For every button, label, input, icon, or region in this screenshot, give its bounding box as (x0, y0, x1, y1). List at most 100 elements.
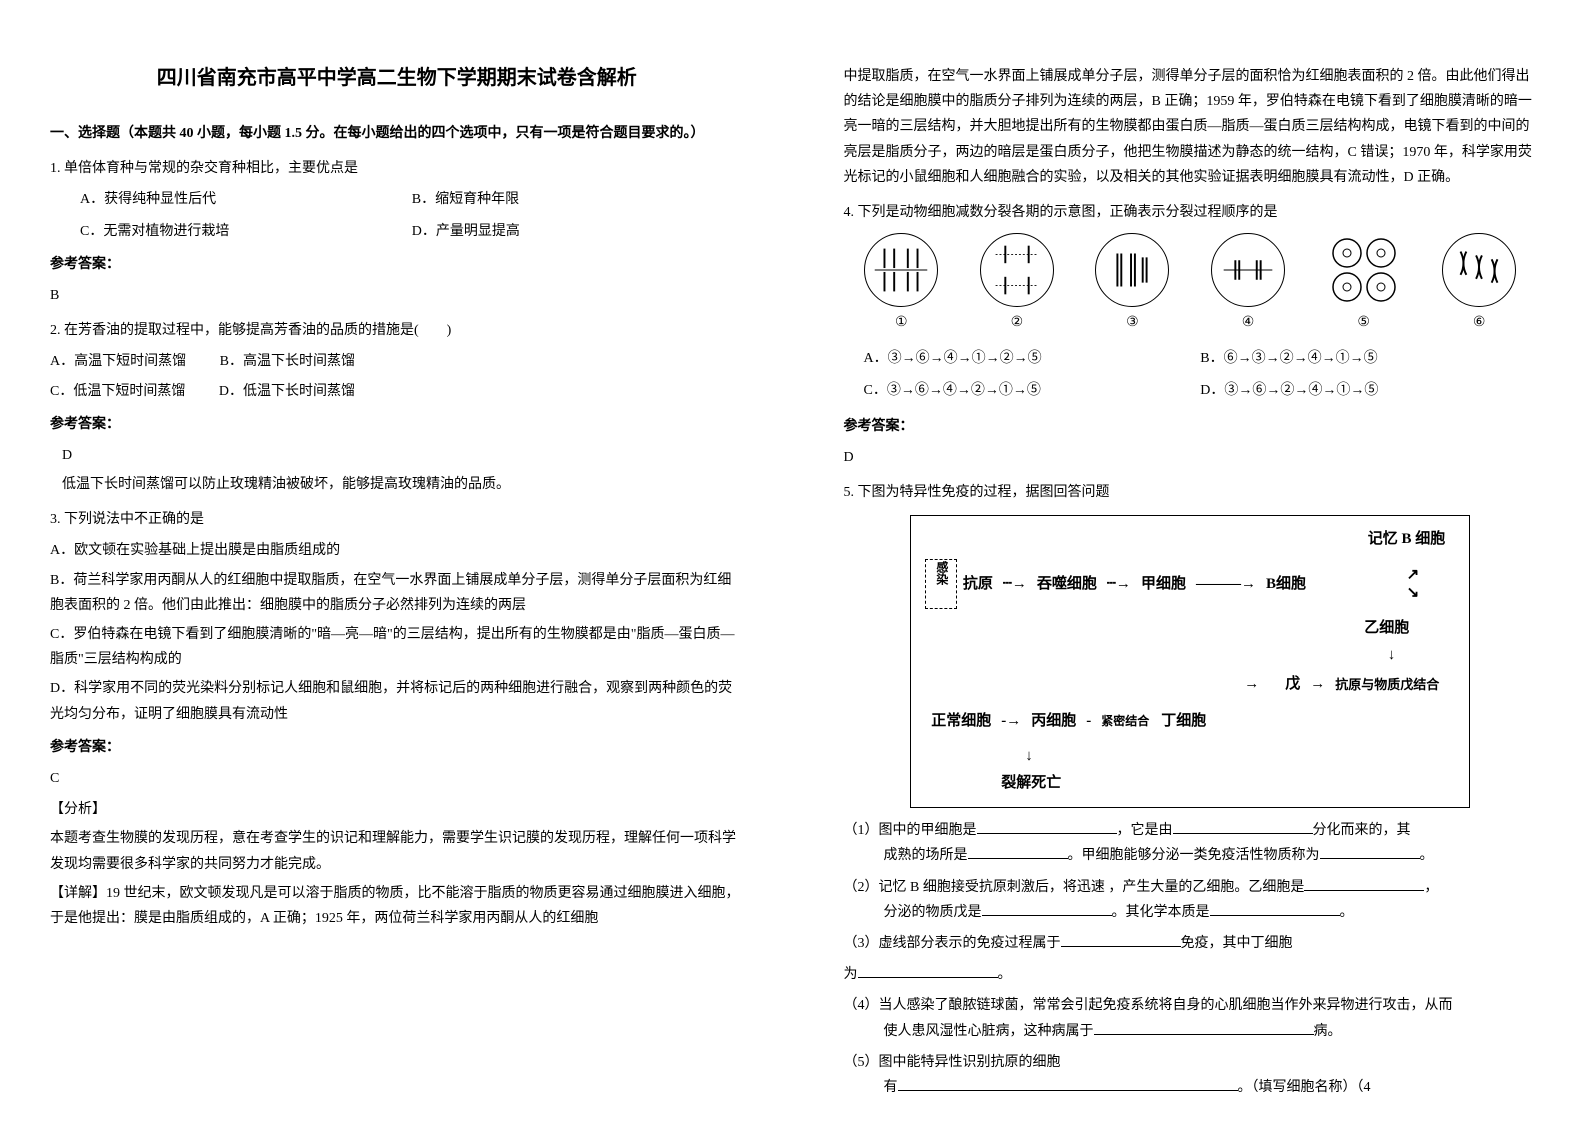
yi-label: 乙细胞 (1358, 618, 1415, 638)
arrow-icon: -→ (1001, 708, 1021, 735)
q3-detail-text: 19 世纪末，欧文顿发现凡是可以溶于脂质的物质，比不能溶于脂质的物质更容易通过细… (50, 886, 740, 926)
q3-analysis-label: 【分析】 (50, 797, 744, 822)
q5-sub2-b: ， (1424, 880, 1438, 895)
q4-label-1: ① (864, 310, 938, 335)
bcell-label: B细胞 (1260, 569, 1312, 600)
q1-optD: D．产量明显提高 (412, 219, 744, 244)
q4-cell-3: ③ (1095, 233, 1169, 335)
arrow-icon: → (1310, 671, 1325, 698)
q5-sub3-line2: 为。 (844, 962, 1538, 987)
detail-label: 【详解】 (50, 886, 106, 901)
q3-detail: 【详解】19 世纪末，欧文顿发现凡是可以溶于脂质的物质，比不能溶于脂质的物质更容… (50, 881, 744, 931)
q5-sub5-b: 有 (884, 1080, 898, 1095)
jia-label: 甲细胞 (1135, 569, 1192, 600)
q1-stem: 1. 单倍体育种与常规的杂交育种相比，主要优点是 (50, 156, 744, 181)
q3-optC: C．罗伯特森在电镜下看到了细胞膜清晰的"暗—亮—暗"的三层结构，提出所有的生物膜… (50, 622, 744, 672)
q4-cell-4: ④ (1211, 233, 1285, 335)
q5-sub1-f: 。 (1420, 848, 1434, 863)
q5-sub2-d: 。其化学本质是 (1112, 905, 1210, 920)
q5-sub3-b: 免疫，其中丁细胞 (1181, 936, 1293, 951)
cell2-svg (981, 234, 1053, 306)
q4-cell-2: ② (980, 233, 1054, 335)
q3-answer-label: 参考答案： (50, 735, 744, 760)
q2-answer: D (62, 443, 744, 468)
blank (1304, 875, 1424, 890)
arrow-icon: ———→ (1196, 571, 1256, 598)
q5-sub5: （5）图中能特异性识别抗原的细胞 有。（填写细胞名称）（4 (844, 1050, 1538, 1100)
q4-label-4: ④ (1211, 310, 1285, 335)
q2-stem: 2. 在芳香油的提取过程中，能够提高芳香油的品质的措施是( ) (50, 318, 744, 343)
q5-sub2: （2）记忆 B 细胞接受抗原刺激后，将迅速 ，产生大量的乙细胞。乙细胞是， 分泌… (844, 875, 1538, 925)
left-column: 四川省南充市高平中学高二生物下学期期末试卷含解析 一、选择题（本题共 40 小题… (0, 0, 794, 1122)
blank (1210, 900, 1340, 915)
ding-label: 丁细胞 (1155, 706, 1212, 737)
q5-sub2-e: 。 (1340, 905, 1354, 920)
q4-answer-label: 参考答案： (844, 414, 1538, 439)
q2-optD: D．低温下长时间蒸馏 (219, 379, 355, 404)
q3-stem: 3. 下列说法中不正确的是 (50, 507, 744, 532)
q4-cell-1: ① (864, 233, 938, 335)
q1-answer: B (50, 283, 744, 308)
q1-optA: A．获得纯种显性后代 (80, 187, 412, 212)
bing-label: 丙细胞 (1025, 706, 1082, 737)
q1-answer-label: 参考答案： (50, 252, 744, 277)
blank (1173, 819, 1313, 834)
blank (1094, 1019, 1314, 1034)
q5-sub1-b: ，它是由 (1117, 823, 1173, 838)
lysis-label: 裂解死亡 (995, 773, 1067, 793)
blank (858, 963, 998, 978)
q4-optA: A．③→⑥→④→①→②→⑤ (864, 346, 1201, 371)
right-column: 中提取脂质，在空气一水界面上铺展成单分子层，测得单分子层的面积恰为红细胞表面积的… (794, 0, 1587, 1122)
blank (977, 819, 1117, 834)
q2-optB: B．高温下长时间蒸馏 (220, 349, 355, 374)
q5-sub3-a: （3）虚线部分表示的免疫过程属于 (844, 936, 1061, 951)
q4-label-5: ⑤ (1327, 310, 1401, 335)
q4-optB: B．⑥→③→②→④→①→⑤ (1200, 346, 1537, 371)
q1-options-row2: C．无需对植物进行栽培 D．产量明显提高 (80, 219, 744, 244)
q4-cell-5: ⑤ (1327, 233, 1401, 335)
cell5-svg (1327, 233, 1401, 307)
blank (968, 844, 1068, 859)
q1-optB: B．缩短育种年限 (412, 187, 744, 212)
q2-optA: A．高温下短时间蒸馏 (50, 349, 186, 374)
q4-options: A．③→⑥→④→①→②→⑤ B．⑥→③→②→④→①→⑤ C．③→⑥→④→②→①→… (864, 343, 1538, 405)
q5-diagram: 记忆 B 细胞 感染 抗原 ┄→ 吞噬细胞 ┄→ 甲细胞 ———→ B细胞 ↗ … (910, 515, 1470, 808)
q5-sub3-c: 为 (844, 967, 858, 982)
q3-analysis: 本题考查生物膜的发现历程，意在考查学生的识记和理解能力，需要学生识记膜的发现历程… (50, 826, 744, 876)
arrow-icon: ┄→ (1003, 571, 1027, 598)
blank (898, 1076, 1238, 1091)
q2-optC: C．低温下短时间蒸馏 (50, 379, 185, 404)
q4-diagrams: ① ② ③ (844, 233, 1538, 335)
q5-sub1-d: 成熟的场所是 (884, 848, 968, 863)
q2-row2: C．低温下短时间蒸馏 D．低温下长时间蒸馏 (50, 379, 744, 404)
section1-heading: 一、选择题（本题共 40 小题，每小题 1.5 分。在每小题给出的四个选项中，只… (50, 121, 744, 146)
q3-answer: C (50, 766, 744, 791)
q5-stem: 5. 下图为特异性免疫的过程，据图回答问题 (844, 480, 1538, 505)
blank (1320, 844, 1420, 859)
q4-label-2: ② (980, 310, 1054, 335)
phago-label: 吞噬细胞 (1031, 569, 1103, 600)
q1-options-row1: A．获得纯种显性后代 B．缩短育种年限 (80, 187, 744, 212)
q5-sub4-a: （4）当人感染了酿脓链球菌，常常会引起免疫系统将自身的心肌细胞当作外来异物进行攻… (844, 998, 1453, 1013)
q5-sub4-b: 使人患风湿性心脏病，这种病属于 (884, 1024, 1094, 1039)
blank (982, 900, 1112, 915)
tight-label: 紧密结合 (1095, 709, 1155, 735)
q4-stem: 4. 下列是动物细胞减数分裂各期的示意图，正确表示分裂过程顺序的是 (844, 200, 1538, 225)
cell4-svg (1212, 234, 1284, 306)
q5-sub3-d: 。 (998, 967, 1012, 982)
q2-row1: A．高温下短时间蒸馏 B．高温下长时间蒸馏 (50, 349, 744, 374)
arrow-icon: - (1086, 708, 1091, 735)
q4-cell-6: ⑥ (1442, 233, 1516, 335)
cell1-svg (865, 234, 937, 306)
q5-sub5-c: 。（填写细胞名称）（4 (1238, 1080, 1371, 1095)
q2-explain: 低温下长时间蒸馏可以防止玫瑰精油被破坏，能够提高玫瑰精油的品质。 (62, 472, 744, 497)
memory-b-label: 记忆 B 细胞 (1368, 531, 1446, 547)
wu-label: 戊 (1279, 669, 1306, 700)
q2-answer-label: 参考答案： (50, 412, 744, 437)
q5-sub3: （3）虚线部分表示的免疫过程属于 免疫，其中丁细胞 (844, 931, 1538, 956)
q3-optB: B．荷兰科学家用丙酮从人的红细胞中提取脂质，在空气一水界面上铺展成单分子层，测得… (50, 568, 744, 618)
q5-sub2-a: （2）记忆 B 细胞接受抗原刺激后，将迅速 ，产生大量的乙细胞。乙细胞是 (844, 880, 1305, 895)
q4-optC: C．③→⑥→④→②→①→⑤ (864, 378, 1201, 403)
q4-label-6: ⑥ (1442, 310, 1516, 335)
cell3-svg (1096, 234, 1168, 306)
